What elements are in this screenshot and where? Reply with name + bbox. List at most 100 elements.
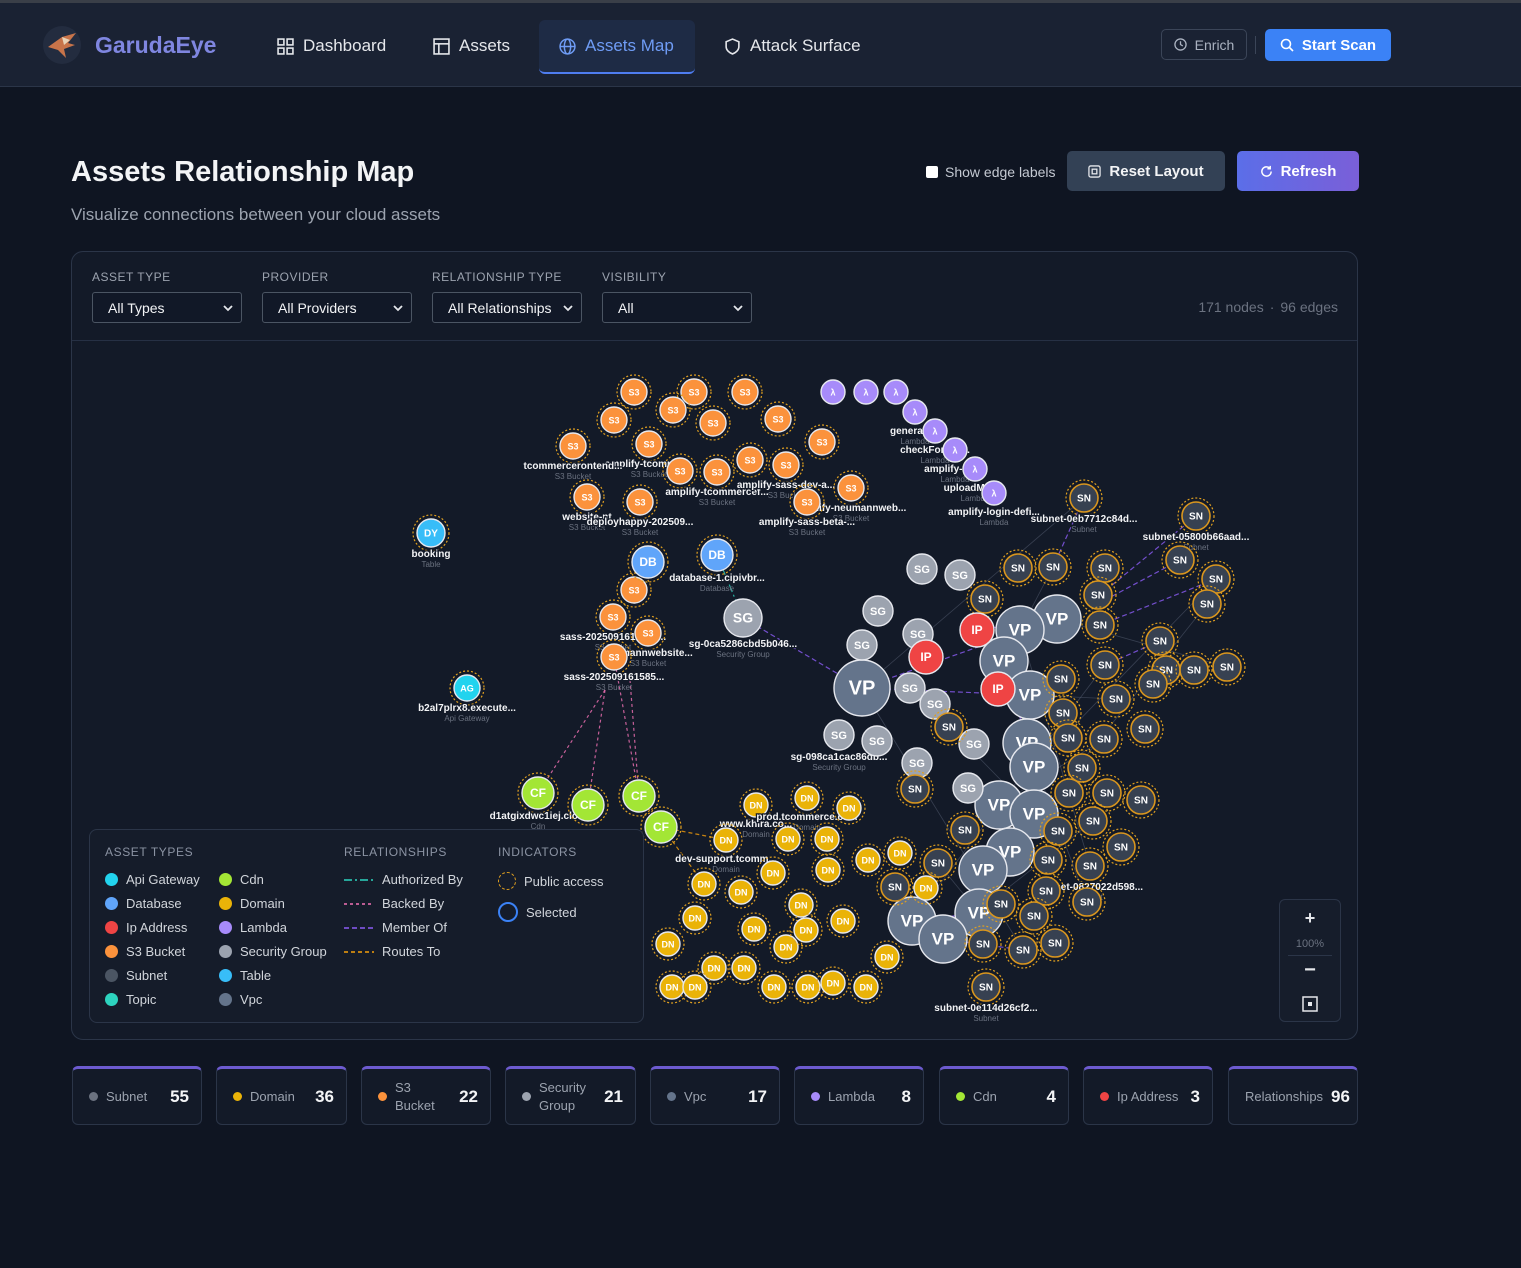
asset-node[interactable]: SN <box>1088 774 1126 812</box>
asset-node[interactable]: SN <box>964 925 1002 963</box>
asset-node[interactable]: SN <box>1027 872 1065 910</box>
asset-node[interactable]: λ <box>820 379 846 405</box>
asset-node[interactable]: SN <box>999 549 1037 587</box>
asset-node[interactable]: SN <box>946 811 984 849</box>
asset-node[interactable]: S3 <box>616 374 652 410</box>
zoom-in[interactable]: + <box>1304 908 1316 928</box>
asset-node[interactable]: DN <box>810 822 844 856</box>
asset-node[interactable]: SN <box>1188 585 1226 623</box>
asset-node[interactable]: DN www.khira.co...Domain <box>718 788 794 839</box>
nav-item[interactable]: Dashboard <box>277 36 386 56</box>
asset-node[interactable]: SG <box>952 772 984 804</box>
asset-node[interactable]: SG <box>919 688 951 720</box>
asset-node[interactable]: SN <box>1042 660 1080 698</box>
asset-node[interactable]: SN <box>1126 710 1164 748</box>
asset-node[interactable]: SG <box>906 553 938 585</box>
asset-node[interactable]: DN <box>769 930 803 964</box>
asset-node[interactable]: SN <box>1085 720 1123 758</box>
asset-node[interactable]: IP <box>980 671 1016 707</box>
asset-node[interactable]: S3 amplify-sass-dev-a...S3 Bucket <box>736 447 837 500</box>
asset-node[interactable]: SN <box>1036 924 1074 962</box>
asset-node[interactable]: DN <box>727 951 761 985</box>
asset-node[interactable]: S3 <box>655 392 691 428</box>
asset-node[interactable]: CF <box>567 784 609 826</box>
asset-node[interactable]: SN <box>1141 622 1179 660</box>
asset-node[interactable]: SG <box>901 747 933 779</box>
asset-node[interactable]: SN subnet-0e114d26cf2...Subnet <box>933 968 1039 1023</box>
asset-node[interactable]: SN <box>1081 606 1119 644</box>
asset-node[interactable]: SN subnet-05800b66aad...Subnet <box>1141 497 1251 552</box>
asset-node[interactable]: VP <box>1005 670 1055 720</box>
asset-node[interactable]: SN <box>1086 646 1124 684</box>
asset-node[interactable]: SN <box>1063 749 1101 787</box>
asset-node[interactable]: S3 <box>760 401 796 437</box>
asset-node[interactable]: VP <box>833 659 891 717</box>
asset-node[interactable]: SG <box>862 595 894 627</box>
edge-label-toggle[interactable]: Show edge labels <box>926 164 1056 180</box>
refresh-button[interactable]: Refresh <box>1237 151 1359 191</box>
asset-node[interactable]: CF <box>640 806 682 848</box>
filter-select[interactable]: All <box>602 292 752 323</box>
asset-node[interactable]: SN <box>1208 648 1246 686</box>
asset-node[interactable]: SN <box>1134 665 1172 703</box>
asset-node[interactable]: SN <box>1086 549 1124 587</box>
filter-select[interactable]: All Providers <box>262 292 412 323</box>
asset-node[interactable]: λ <box>883 379 909 405</box>
checkbox[interactable] <box>926 166 938 178</box>
asset-node[interactable]: SN <box>982 885 1020 923</box>
asset-node[interactable]: DN <box>789 913 823 947</box>
asset-node[interactable]: SG <box>846 629 878 661</box>
asset-node[interactable]: DN <box>757 970 791 1004</box>
asset-node[interactable]: DB <box>627 541 669 583</box>
asset-node[interactable]: S3 <box>732 442 768 478</box>
asset-node[interactable]: DN <box>851 843 885 877</box>
filter-select[interactable]: All Relationships <box>432 292 582 323</box>
nav-item[interactable]: Attack Surface <box>724 36 861 56</box>
asset-node[interactable]: SN <box>1068 883 1106 921</box>
asset-node[interactable]: λ <box>853 379 879 405</box>
asset-node[interactable]: SG <box>861 725 893 757</box>
asset-node[interactable]: DN <box>870 940 904 974</box>
asset-node[interactable]: DN <box>756 856 790 890</box>
asset-node[interactable]: DN <box>678 970 712 1004</box>
asset-node[interactable]: SN <box>1122 781 1160 819</box>
asset-node[interactable]: SN <box>1175 651 1213 689</box>
asset-node[interactable]: SN <box>896 770 934 808</box>
asset-node[interactable]: IP <box>908 639 944 675</box>
asset-node[interactable]: CF <box>618 775 660 817</box>
zoom-out[interactable]: − <box>1304 959 1316 981</box>
asset-node[interactable]: SN <box>1015 897 1053 935</box>
asset-node[interactable]: DN <box>724 875 758 909</box>
asset-node[interactable]: SN <box>1050 774 1088 812</box>
asset-node[interactable]: SN subnet-0eb7712c84d...Subnet <box>1029 479 1139 534</box>
asset-node[interactable]: S3 tcommercerontend...S3 Bucket <box>522 428 624 481</box>
asset-node[interactable]: DN <box>651 927 685 961</box>
asset-node[interactable]: IP <box>959 612 995 648</box>
asset-node[interactable]: S3 <box>695 405 731 441</box>
nav-item[interactable]: Assets <box>433 36 510 56</box>
asset-node[interactable]: SN <box>1029 841 1067 879</box>
asset-node[interactable]: SG <box>894 672 926 704</box>
asset-node[interactable]: SG sg-0ca5286cbd5b046...Security Group <box>688 598 799 659</box>
asset-node[interactable]: SN <box>1161 541 1199 579</box>
asset-node[interactable]: DN <box>826 904 860 938</box>
asset-node[interactable]: DB database-1.cipivbr...Database <box>668 534 766 593</box>
asset-node[interactable]: SG <box>944 559 976 591</box>
asset-node[interactable]: DN <box>811 853 845 887</box>
asset-node[interactable]: VP <box>958 845 1008 895</box>
asset-node[interactable]: SN <box>1074 802 1112 840</box>
asset-node[interactable]: DN <box>909 871 943 905</box>
asset-node[interactable]: SN <box>966 580 1004 618</box>
asset-node[interactable]: S3 <box>676 374 712 410</box>
fit-view[interactable] <box>1302 996 1318 1012</box>
asset-node[interactable]: S3 <box>616 572 652 608</box>
